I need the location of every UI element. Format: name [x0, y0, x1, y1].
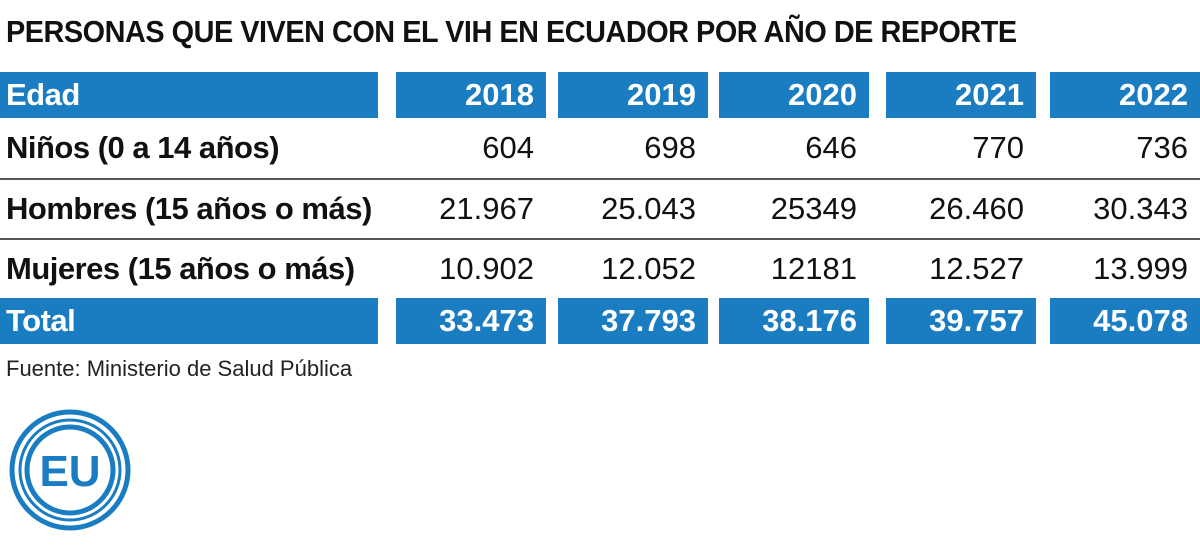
table-cell: 604 — [482, 130, 534, 165]
table-cell: 33.473 — [396, 298, 546, 344]
table-row: Hombres (15 años o más) 21.967 25.043 25349… — [0, 186, 1200, 232]
table-cell: 30.343 — [1093, 191, 1188, 226]
table-cell: 12.052 — [601, 251, 696, 286]
svg-text:EU: EU — [39, 447, 100, 496]
table-cell: 38.176 — [719, 298, 869, 344]
row-label: Edad — [0, 72, 378, 118]
table-cell: 26.460 — [929, 191, 1024, 226]
column-header: 2018 — [396, 72, 546, 118]
table-cell: 10.902 — [439, 251, 534, 286]
column-header: 2022 — [1050, 72, 1200, 118]
table-row: Niños (0 a 14 años) 604 698 646 770 736 — [0, 125, 1200, 171]
total-row: Total 33.473 37.793 38.176 39.757 45.078 — [0, 298, 1200, 344]
row-divider — [0, 178, 1200, 180]
column-header: 2021 — [886, 72, 1036, 118]
table-cell: 25.043 — [601, 191, 696, 226]
row-label: Hombres (15 años o más) — [6, 191, 372, 226]
table-cell: 736 — [1136, 130, 1188, 165]
table-cell: 12.527 — [929, 251, 1024, 286]
table-cell: 45.078 — [1050, 298, 1200, 344]
table-cell: 12181 — [770, 251, 857, 286]
chart-title: PERSONAS QUE VIVEN CON EL VIH EN ECUADOR… — [6, 14, 1017, 49]
table-cell: 13.999 — [1093, 251, 1188, 286]
row-divider — [0, 238, 1200, 240]
table-cell: 698 — [644, 130, 696, 165]
table-cell: 25349 — [770, 191, 857, 226]
row-label: Total — [0, 298, 378, 344]
table-cell: 770 — [972, 130, 1024, 165]
column-header: 2019 — [558, 72, 708, 118]
source-note: Fuente: Ministerio de Salud Pública — [6, 356, 353, 381]
column-header: 2020 — [719, 72, 869, 118]
eu-logo: EU — [8, 408, 132, 537]
table-cell: 21.967 — [439, 191, 534, 226]
row-label: Niños (0 a 14 años) — [6, 130, 280, 165]
table-cell: 646 — [805, 130, 857, 165]
table-row: Mujeres (15 años o más) 10.902 12.052 12181… — [0, 246, 1200, 292]
table-cell: 39.757 — [886, 298, 1036, 344]
header-row: Edad 2018 2019 2020 2021 2022 — [0, 72, 1200, 118]
row-label: Mujeres (15 años o más) — [6, 251, 355, 286]
table-cell: 37.793 — [558, 298, 708, 344]
